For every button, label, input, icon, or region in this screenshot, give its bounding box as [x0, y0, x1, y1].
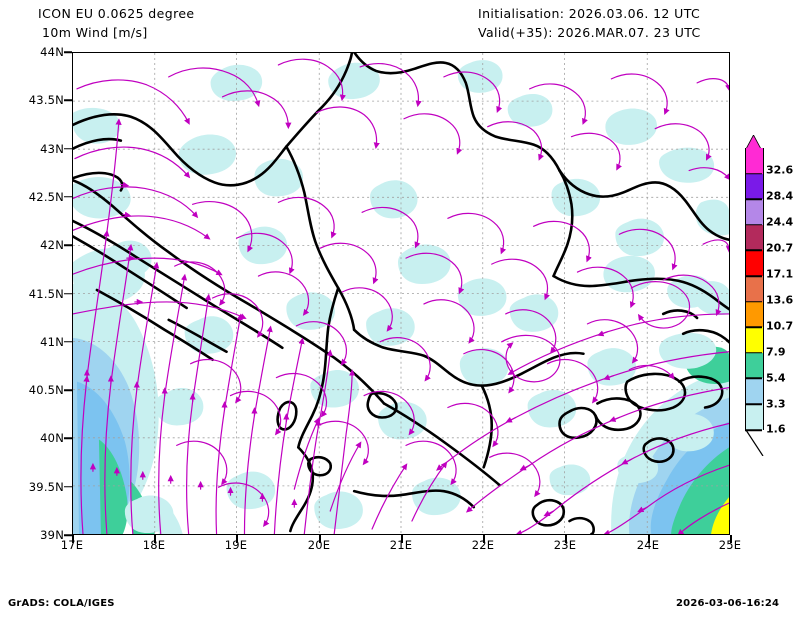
colorbar-label: 24.4	[766, 215, 794, 229]
ytick-label: 42.5N	[28, 189, 64, 204]
colorbar-swatch	[745, 199, 764, 225]
colorbar-top-arrow-icon	[745, 135, 762, 149]
xtick-label: 23E	[553, 538, 577, 552]
colorbar-label: 1.6	[766, 422, 786, 436]
colorbar-bottom-tail-icon	[745, 430, 764, 456]
map-gridlines	[73, 53, 729, 534]
xtick-label: 25E	[718, 538, 742, 552]
xtick-label: 18E	[142, 538, 166, 552]
xtick-label: 17E	[60, 538, 84, 552]
wind-speed-colorbar: 32.6 28.4 24.4 20.7 17.1 13.6 10.7 7.9 5…	[745, 135, 793, 456]
colorbar-label: 3.3	[766, 397, 786, 411]
ytick-label: 40N	[40, 431, 64, 446]
colorbar-swatch	[745, 276, 764, 302]
ytick-label: 44N	[40, 45, 64, 59]
colorbar-swatch	[745, 250, 764, 276]
variable-title: 10m Wind [m/s]	[42, 25, 148, 40]
colorbar-swatch	[745, 352, 764, 379]
colorbar-label: 28.4	[766, 189, 794, 203]
footer-timestamp: 2026-03-06-16:24	[676, 598, 780, 609]
model-title: ICON EU 0.0625 degree	[38, 6, 195, 21]
colorbar-label: 32.6	[766, 163, 794, 177]
colorbar-label: 20.7	[766, 241, 794, 255]
xtick-label: 19E	[224, 538, 248, 552]
valid-time-label: Valid(+35): 2026.MAR.07. 23 UTC	[478, 25, 701, 40]
map-plot-area	[72, 52, 730, 535]
colorbar-swatch	[745, 148, 764, 174]
colorbar-label: 13.6	[766, 293, 794, 307]
colorbar-swatch	[745, 173, 764, 200]
wind-streamlines	[73, 58, 729, 534]
colorbar-label: 10.7	[766, 319, 794, 333]
xtick-label: 24E	[636, 538, 660, 552]
colorbar-swatch	[745, 301, 764, 328]
colorbar-label: 5.4	[766, 371, 786, 385]
xtick-label: 21E	[389, 538, 413, 552]
colorbar-swatch	[745, 404, 764, 430]
ytick-label: 41.5N	[28, 286, 64, 301]
footer-source: GrADS: COLA/IGES	[8, 598, 115, 609]
ytick-label: 39.5N	[28, 479, 64, 494]
ytick-label: 39N	[40, 528, 64, 542]
ytick-label: 41N	[40, 334, 64, 349]
xtick-label: 20E	[307, 538, 331, 552]
initialisation-label: Initialisation: 2026.03.06. 12 UTC	[478, 6, 701, 21]
colorbar-swatch	[745, 224, 764, 251]
colorbar-label: 17.1	[766, 267, 794, 281]
colorbar-label: 7.9	[766, 345, 786, 359]
ytick-label: 40.5N	[28, 383, 64, 398]
map-canvas	[73, 53, 729, 534]
xtick-label: 22E	[471, 538, 495, 552]
ytick-label: 43.5N	[28, 93, 64, 108]
ytick-label: 42N	[40, 238, 64, 253]
colorbar-swatch	[745, 327, 764, 353]
colorbar-swatch	[745, 378, 764, 404]
ytick-label: 43N	[40, 141, 64, 156]
